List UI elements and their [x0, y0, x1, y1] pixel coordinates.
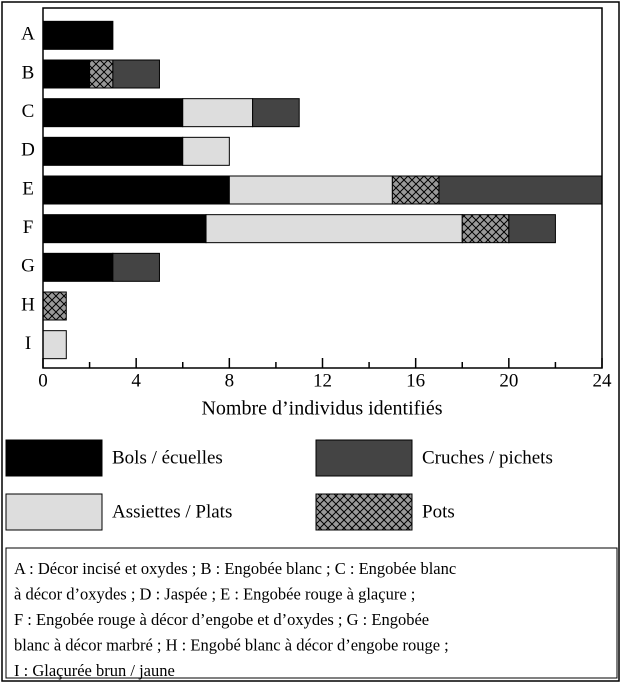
legend-swatch [5, 493, 103, 531]
legend-swatch [5, 439, 103, 477]
bar-segment [89, 59, 114, 89]
bar-segment [391, 175, 440, 205]
x-tick-label: 20 [499, 370, 518, 391]
y-tick-label: D [21, 140, 35, 161]
bar-segment [182, 98, 254, 128]
bar-segment [508, 214, 556, 244]
bar-segment [182, 136, 230, 166]
y-tick-label: A [21, 24, 35, 45]
bar-segment [42, 330, 67, 360]
bar-segment [438, 175, 603, 205]
x-tick-label: 0 [38, 370, 48, 391]
bar-segment [205, 214, 463, 244]
legend-label: Assiettes / Plats [112, 501, 232, 522]
y-tick-label: I [25, 333, 31, 354]
legend-label: Bols / écuelles [112, 447, 223, 468]
bar-segment [42, 252, 114, 282]
y-tick-label: C [22, 101, 35, 122]
bar-segment [42, 136, 184, 166]
legend-label: Pots [422, 501, 455, 522]
bar-segment [42, 59, 91, 89]
note-line: A : Décor incisé et oxydes ; B : Engobée… [14, 559, 456, 578]
x-tick-label: 8 [225, 370, 235, 391]
y-tick-label: E [22, 178, 34, 199]
bar-segment [112, 252, 160, 282]
y-tick-label: H [21, 294, 35, 315]
note-box [5, 547, 618, 679]
bar-segment [42, 291, 67, 321]
bar-segment [112, 59, 160, 89]
bar-segment [42, 214, 207, 244]
bar-segment [461, 214, 510, 244]
note-line: à décor d’oxydes ; D : Jaspée ; E : Engo… [14, 584, 415, 603]
legend-swatch [315, 493, 413, 531]
legend-swatch [315, 439, 413, 477]
y-tick-label: G [21, 256, 35, 277]
x-tick-label: 24 [593, 370, 613, 391]
bar-segment [42, 175, 230, 205]
x-axis-label: Nombre d’individus identifiés [201, 398, 442, 420]
legend-label: Cruches / pichets [422, 447, 553, 468]
note-line: F : Engobée rouge à décor d’engobe et d’… [14, 610, 429, 629]
bar-segment [42, 98, 184, 128]
y-tick-label: F [23, 217, 34, 238]
y-tick-label: B [22, 62, 35, 83]
bar-segment [252, 98, 300, 128]
x-tick-label: 4 [131, 370, 141, 391]
note-line: blanc à décor marbré ; H : Engobé blanc … [14, 635, 449, 654]
x-tick-label: 12 [313, 370, 332, 391]
x-tick-label: 16 [406, 370, 425, 391]
bar-segment [228, 175, 393, 205]
bar-segment [42, 20, 114, 50]
note-line: I : Glaçurée brun / jaune [14, 661, 175, 680]
